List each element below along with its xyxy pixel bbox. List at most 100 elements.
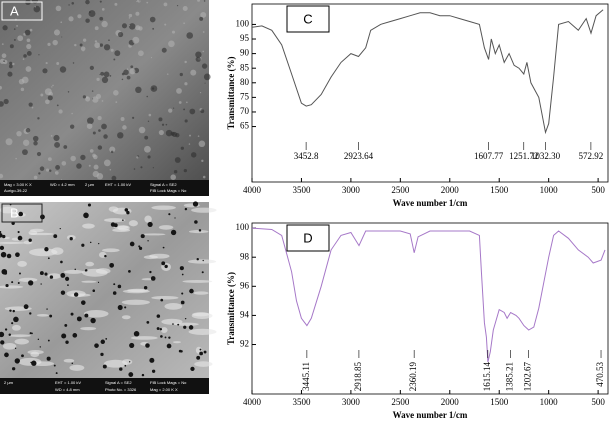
texture: [96, 173, 104, 180]
info-text: Mag = 3.00 K X: [4, 182, 32, 187]
peak-label: 3445.11: [301, 362, 311, 391]
texture: [45, 61, 48, 65]
texture: [202, 31, 205, 33]
texture: [16, 24, 19, 27]
texture: [9, 61, 13, 65]
plot-frame: [251, 3, 609, 183]
pore: [184, 207, 188, 211]
texture: [187, 259, 217, 264]
texture: [92, 153, 96, 158]
y-tick-label: 94: [240, 309, 250, 319]
pore: [83, 212, 89, 219]
pore: [40, 283, 42, 285]
x-tick-label: 3500: [292, 397, 311, 407]
pore: [97, 281, 100, 284]
pore: [49, 275, 54, 279]
pore: [19, 272, 21, 275]
texture: [190, 152, 197, 158]
pore: [87, 203, 92, 207]
texture: [128, 17, 131, 19]
texture: [33, 5, 41, 13]
texture: [144, 145, 151, 153]
texture: [47, 273, 61, 280]
texture: [149, 16, 156, 23]
texture: [80, 326, 97, 331]
pore: [156, 314, 161, 318]
texture: [112, 228, 131, 233]
peak-label: 1385.21: [505, 362, 515, 391]
texture: [18, 277, 38, 282]
y-tick-label: 100: [236, 18, 250, 28]
texture: [86, 123, 93, 129]
texture: [140, 166, 143, 169]
texture: [188, 143, 191, 145]
y-axis-title: Transmittance (%): [226, 272, 236, 345]
x-tick-label: 3500: [292, 185, 311, 195]
panel-label: C: [303, 11, 312, 26]
y-tick-label: 90: [240, 48, 250, 58]
pore: [37, 338, 40, 341]
texture: [115, 101, 118, 103]
pore: [29, 312, 32, 315]
texture: [200, 11, 207, 18]
texture: [101, 123, 107, 130]
texture: [0, 58, 6, 64]
x-tick-label: 4000: [243, 397, 262, 407]
texture: [144, 215, 152, 223]
pore: [0, 233, 3, 238]
texture: [85, 261, 95, 267]
y-axis-title: Transmittance (%): [226, 56, 236, 129]
texture: [101, 20, 108, 28]
info-text: WD = 4.8 mm: [55, 387, 80, 392]
texture: [32, 135, 39, 142]
info-bar: [0, 180, 209, 196]
pore: [102, 364, 107, 369]
texture: [89, 11, 91, 13]
texture: [103, 134, 108, 139]
texture: [109, 168, 112, 171]
texture: [51, 247, 64, 255]
pore: [166, 343, 172, 349]
texture: [30, 351, 40, 358]
texture: [38, 172, 41, 175]
texture: [203, 73, 211, 81]
texture: [96, 77, 100, 81]
pore: [98, 243, 100, 245]
texture: [83, 309, 109, 318]
texture: [38, 54, 40, 56]
pore: [21, 354, 24, 358]
texture: [50, 135, 53, 137]
texture: [194, 361, 213, 367]
texture: [113, 89, 119, 96]
texture: [111, 175, 117, 181]
texture: [100, 71, 105, 76]
peak-label: 1607.77: [474, 151, 504, 161]
texture: [135, 11, 140, 16]
texture: [25, 66, 32, 72]
texture: [70, 293, 91, 297]
texture: [99, 16, 104, 21]
pore: [65, 276, 70, 281]
texture: [3, 60, 6, 63]
texture: [92, 131, 96, 135]
pore: [44, 247, 49, 252]
texture: [158, 129, 164, 136]
pore: [128, 269, 131, 273]
panel-label-box: [286, 224, 330, 252]
y-tick-label: 75: [240, 91, 250, 101]
texture: [89, 149, 94, 153]
pore: [145, 343, 150, 348]
texture: [20, 87, 25, 92]
texture: [69, 364, 85, 371]
peak-label: 3452.8: [294, 151, 319, 161]
texture: [183, 168, 188, 173]
texture: [68, 4, 70, 6]
pore: [0, 331, 5, 338]
texture: [161, 123, 165, 126]
texture: [2, 25, 8, 31]
texture: [176, 88, 182, 94]
texture: [151, 205, 176, 210]
texture: [201, 159, 204, 163]
pore: [0, 231, 2, 233]
texture: [172, 131, 178, 138]
